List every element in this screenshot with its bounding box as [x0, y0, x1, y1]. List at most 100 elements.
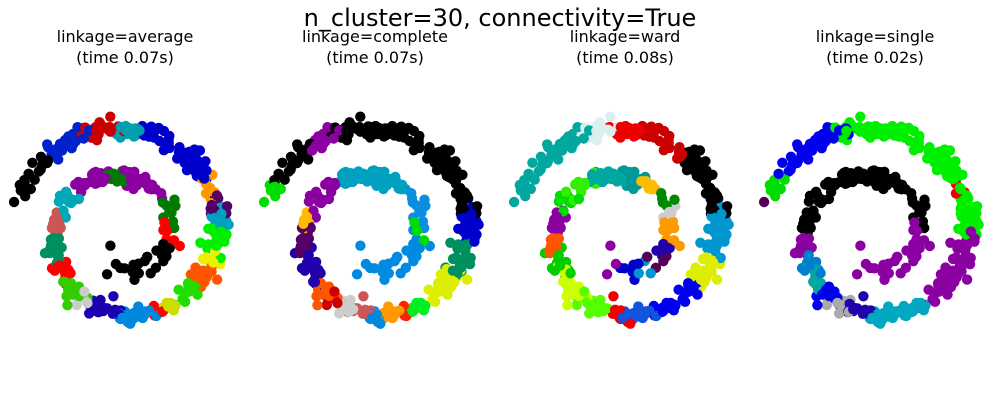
scatter-point [418, 235, 430, 246]
scatter-point [878, 131, 890, 142]
scatter-point [45, 244, 57, 255]
scatter-point [53, 154, 64, 165]
scatter-point [860, 306, 871, 317]
scatter-point [598, 304, 609, 315]
scatter-point [559, 276, 571, 288]
scatter-point [801, 211, 813, 222]
subplot-title-line1: linkage=ward [569, 27, 681, 46]
scatter-point [466, 208, 477, 220]
scatter-point [125, 318, 136, 329]
scatter-point [623, 167, 634, 178]
scatter-point [407, 197, 418, 208]
scatter-point [332, 297, 343, 309]
scatter-point [350, 173, 361, 184]
scatter-point [955, 183, 966, 195]
scatter-point [953, 239, 964, 250]
scatter-point [443, 161, 454, 172]
scatter-point [136, 176, 147, 187]
scatter-point [565, 268, 576, 279]
scatter-point [168, 305, 179, 316]
scatter-point [258, 196, 270, 208]
scatter-point [716, 208, 727, 220]
scatter-point [535, 164, 546, 175]
scatter-point [378, 183, 389, 195]
scatter-point [633, 258, 644, 269]
subplot-complete: linkage=complete (time 0.07s) [250, 26, 500, 396]
scatter-point [201, 252, 212, 263]
scatter-point [553, 154, 564, 165]
scatter-point [821, 299, 832, 311]
scatter-point [451, 252, 462, 263]
scatter-point [59, 276, 71, 288]
scatter-point [605, 111, 616, 122]
scatter-point [315, 268, 326, 279]
scatter-point [829, 180, 841, 191]
scatter-point [911, 225, 923, 236]
scatter-point [971, 201, 983, 212]
scatter-point [694, 145, 706, 156]
scatter-point [82, 297, 93, 309]
scatter-point [571, 299, 582, 311]
scatter-point [411, 297, 422, 309]
scatter-point [867, 312, 878, 323]
scatter-point [651, 245, 662, 256]
scatter-point [27, 157, 38, 168]
scatter-point [105, 126, 116, 137]
scatter-point [146, 184, 157, 195]
scatter-point [383, 258, 394, 269]
scatter-point [211, 240, 222, 251]
scatter-point [409, 217, 420, 228]
scatter-point [542, 142, 554, 153]
scatter-point [303, 233, 315, 244]
scatter-point [562, 300, 573, 311]
scatter-point [128, 183, 139, 195]
scatter-point [395, 268, 406, 279]
scatter-point [770, 191, 781, 202]
scatter-point [961, 190, 973, 201]
scatter-point [142, 251, 153, 262]
scatter-point [907, 197, 918, 208]
scatter-point [105, 240, 116, 251]
scatter-point [653, 122, 664, 134]
scatter-point [836, 169, 848, 180]
scatter-point [636, 176, 647, 187]
scatter-point [883, 268, 894, 279]
scatter-point [608, 291, 619, 302]
scatter-point [758, 196, 770, 208]
scatter-point [432, 278, 444, 289]
scatter-point [79, 180, 91, 191]
scatter-point [873, 167, 884, 178]
scatter-point [168, 235, 180, 246]
scatter-point [310, 186, 322, 197]
subplot-single: linkage=single (time 0.02s) [750, 26, 1000, 396]
scatter-point [444, 145, 456, 156]
scatter-point [373, 167, 384, 178]
scatter-point [445, 169, 456, 180]
scatter-point [378, 131, 390, 142]
scatter-point [560, 186, 572, 197]
scatter-point [832, 297, 843, 309]
scatter-point [355, 126, 366, 137]
scatter-point [192, 289, 203, 300]
scatter-point [69, 135, 81, 146]
scatter-point [413, 243, 425, 254]
scatter-point [646, 184, 657, 195]
scatter-point [111, 176, 123, 187]
scatter-point [306, 145, 318, 156]
scatter-point [855, 126, 866, 137]
scatter-point [579, 180, 591, 191]
scatter-point [98, 304, 109, 315]
scatter-point [355, 111, 366, 122]
subplot-title: linkage=complete (time 0.07s) [250, 26, 500, 68]
scatter-point [169, 194, 180, 205]
scatter-point [159, 217, 170, 228]
scatter-point [447, 265, 459, 276]
scatter-point [161, 142, 172, 154]
scatter-point [268, 182, 279, 193]
scatter-point [105, 111, 116, 122]
scatter-point [199, 276, 210, 288]
scatter-point [319, 135, 331, 146]
subplot-title-line1: linkage=complete [302, 27, 448, 46]
scatter-point [861, 176, 873, 187]
scatter-point [579, 286, 590, 297]
